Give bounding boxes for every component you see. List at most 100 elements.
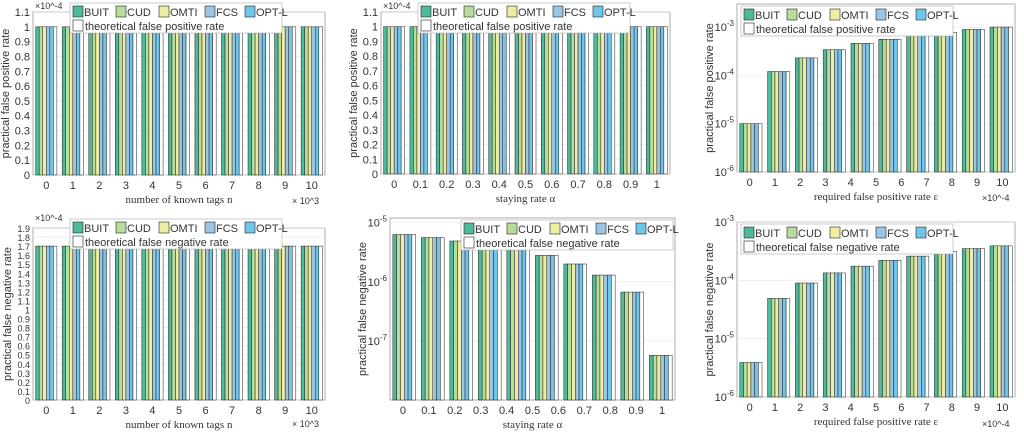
bar-FCS-0.6 <box>551 26 556 175</box>
bar-OMTI-0 <box>390 26 395 175</box>
y-tick-label: 1 <box>372 22 378 34</box>
x-axis-label: required false positive rate ε <box>814 191 939 203</box>
legend-label-CUD: CUD <box>798 10 822 22</box>
bar-theoretical-false-negative-rate-8 <box>265 245 270 401</box>
x-tick-label: 1 <box>772 177 778 189</box>
bar-FCS-5 <box>178 26 183 176</box>
x-tick-label: 3 <box>822 177 828 189</box>
bar-CUD-0 <box>396 234 401 401</box>
bar-FCS-7 <box>945 251 950 398</box>
bar-BUIT-5 <box>168 245 173 401</box>
bar-OMTI-1 <box>774 298 779 398</box>
subplot-1: 0 0.1 0.2 0.3 0.4 0.5 0.6 0.7 0.8 0.9 1 1.1 0 1 2 3 4 5 6 7… <box>0 2 326 206</box>
bar-OMTI-5 <box>885 38 891 173</box>
bar-OMTI-5 <box>175 26 180 176</box>
bar-OPT-L-6 <box>208 26 213 176</box>
legend: BUIT CUD OMTI FCS OPT-L theoretical false neg… <box>69 218 288 250</box>
bar-FCS-5 <box>889 260 894 398</box>
bar-BUIT-0 <box>739 123 744 173</box>
bar-BUIT-4 <box>141 26 146 176</box>
bar-CUD-1 <box>771 71 776 173</box>
bar-OPT-L-7 <box>235 245 240 401</box>
bar-CUD-0.2 <box>439 26 444 175</box>
bar-BUIT-0.2 <box>449 240 454 401</box>
bar-CUD-6 <box>910 35 915 173</box>
y-tick-label: 0.3 <box>15 126 30 138</box>
bar-theoretical-false-positive-rate-3 <box>132 26 137 176</box>
legend-label-FCS: FCS <box>564 7 586 19</box>
y-tick-label: 0.7 <box>15 66 30 78</box>
legend-label-OMTI: OMTI <box>170 223 198 235</box>
bar-OPT-L-0.4 <box>521 249 527 401</box>
bar-CUD-7 <box>937 32 943 173</box>
bar-OPT-L-5 <box>893 38 898 173</box>
bar-FCS-1 <box>72 26 77 176</box>
legend-label-OMTI: OMTI <box>841 228 869 240</box>
bar-OPT-L-0.9 <box>664 355 669 401</box>
bar-OPT-L-8 <box>261 245 266 401</box>
bar-theoretical-false-negative-rate-3 <box>132 245 137 401</box>
x-tick-label: 0.3 <box>473 405 488 417</box>
bar-FCS-2 <box>99 245 104 401</box>
bar-FCS-0.9 <box>660 355 665 401</box>
x-tick-label: 0.9 <box>623 179 638 191</box>
bar-OPT-L-3 <box>129 245 134 401</box>
bar-OPT-L-0.7 <box>581 26 586 175</box>
bar-theoretical-false-positive-rate-0 <box>758 123 763 173</box>
legend-label-FCS: FCS <box>887 10 909 22</box>
bar-BUIT-0.1 <box>421 237 426 401</box>
y-tick-label: 10-6 <box>715 389 735 404</box>
legend-swatch-theoretical <box>743 240 755 253</box>
bar-OPT-L-0 <box>407 234 413 401</box>
bar-BUIT-0.7 <box>592 274 597 401</box>
x-tick-label: 1 <box>70 405 76 417</box>
bar-OMTI-0.3 <box>469 26 474 175</box>
x-tick-label: 9 <box>282 180 288 192</box>
x-tick-label: 1 <box>70 180 76 192</box>
bar-BUIT-0.9 <box>649 355 654 401</box>
bar-CUD-1 <box>771 298 776 398</box>
bar-CUD-4 <box>145 245 150 401</box>
bar-OPT-L-5 <box>893 260 898 398</box>
bar-BUIT-10 <box>300 245 305 401</box>
bar-CUD-10 <box>304 26 309 176</box>
bar-OPT-L-3 <box>837 272 842 398</box>
bar-theoretical-false-positive-rate-8 <box>265 26 270 176</box>
bar-theoretical-false-negative-rate-0.2 <box>468 240 473 401</box>
legend-label-OMTI: OMTI <box>561 224 589 236</box>
bar-theoretical-false-positive-rate-0.3 <box>479 26 484 175</box>
subplot-6: 10-6 10-5 10-4 10-3 0 1 2 3 4 5 6 7 8 9 10 required fal… <box>704 214 1016 428</box>
bar-BUIT-5 <box>878 38 883 173</box>
bar-theoretical-false-negative-rate-0.6 <box>582 263 587 401</box>
bar-theoretical-false-negative-rate-8 <box>980 248 985 398</box>
bar-BUIT-2 <box>88 245 93 401</box>
bar-OMTI-0.3 <box>485 244 491 401</box>
bar-OPT-L-6 <box>921 255 926 398</box>
bar-OMTI-0.6 <box>548 26 553 175</box>
legend-label-OMTI: OMTI <box>841 10 869 22</box>
bar-OMTI-0.8 <box>600 26 605 175</box>
bar-OMTI-4 <box>148 245 153 401</box>
y-tick-label: 0.1 <box>363 154 378 166</box>
bar-OMTI-9 <box>997 26 1002 173</box>
bar-CUD-4 <box>854 265 859 398</box>
x-multiplier-6: ×10^-4 <box>982 419 1010 429</box>
x-tick-label: 8 <box>256 180 262 192</box>
bar-BUIT-0.6 <box>563 263 568 401</box>
bar-theoretical-false-positive-rate-6 <box>212 26 217 176</box>
bar-OMTI-2 <box>802 282 807 398</box>
bar-OMTI-7 <box>941 32 946 173</box>
y-tick-label: 10-3 <box>715 19 735 34</box>
x-axis-label: number of known tags n <box>126 419 233 431</box>
bar-BUIT-1 <box>61 26 66 176</box>
bar-FCS-3 <box>834 272 839 398</box>
y-axis-label: practical false negative rate <box>357 242 369 376</box>
legend-swatch-OMTI <box>158 5 170 18</box>
bar-OMTI-6 <box>201 26 206 176</box>
legend-swatch-FCS <box>595 222 607 235</box>
subplot-4: 00.10.20.30.40.50.60.70.80.911.11.21.31.… <box>2 218 326 431</box>
y-tick-label: 10-3 <box>715 214 735 229</box>
bar-OPT-L-4 <box>155 26 160 176</box>
bar-theoretical-false-negative-rate-0 <box>53 245 58 401</box>
x-tick-label: 10 <box>306 180 318 192</box>
